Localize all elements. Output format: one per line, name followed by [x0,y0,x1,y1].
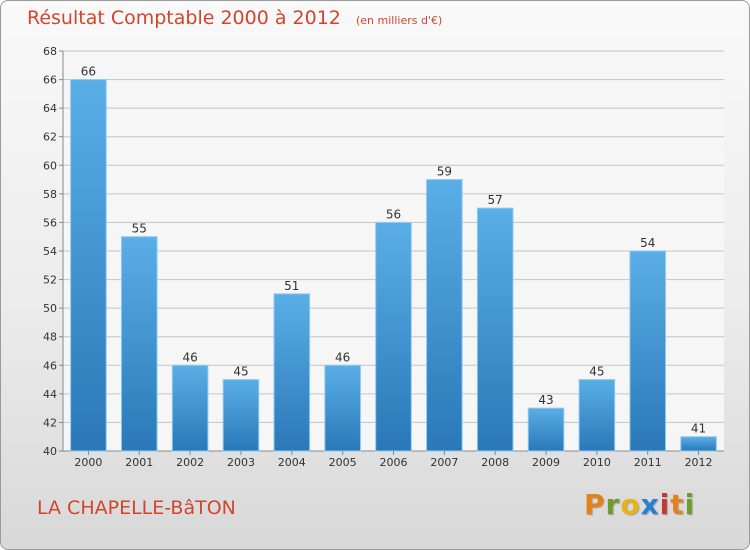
bar [120,236,158,452]
bar [629,250,667,452]
data-label: 54 [640,236,655,250]
y-tick-label: 54 [43,245,57,258]
bar [324,364,361,452]
data-label: 51 [284,279,299,293]
commune-name: LA CHAPELLE-BâTON [37,497,236,519]
y-tick-label: 58 [43,188,57,201]
y-tick-label: 60 [43,159,57,172]
bar [273,293,311,452]
y-tick-label: 46 [43,359,57,372]
x-tick-label: 2008 [481,456,509,469]
data-label: 66 [81,65,96,79]
x-tick-label: 2002 [176,456,204,469]
x-tick-label: 2001 [125,456,153,469]
x-tick-label: 2004 [278,456,306,469]
logo-letter: i [684,488,696,521]
y-tick-label: 48 [43,331,57,344]
x-tick-label: 2009 [532,456,560,469]
data-label: 59 [437,165,452,179]
chart-title: Résultat Comptable 2000 à 2012 [27,7,341,29]
logo-letter: r [605,488,621,521]
logo-letter: x [640,488,660,521]
data-label: 46 [335,350,350,364]
x-tick-label: 2011 [634,456,662,469]
bar [578,379,616,452]
x-tick-label: 2000 [74,456,102,469]
x-tick-label: 2006 [380,456,408,469]
y-tick-label: 52 [43,274,57,287]
bar [222,379,260,452]
y-tick-label: 66 [43,74,57,87]
data-label: 43 [538,393,553,407]
y-tick-label: 62 [43,131,57,144]
bar [171,364,209,452]
data-label: 57 [488,193,503,207]
proxiti-logo: Proxiti [584,488,695,521]
data-label: 41 [691,422,706,436]
y-tick-label: 50 [43,302,57,315]
bar [527,407,565,452]
bar [476,207,514,452]
data-label: 56 [386,207,401,221]
x-tick-label: 2007 [430,456,458,469]
x-tick-label: 2003 [227,456,255,469]
x-tick-label: 2012 [685,456,713,469]
logo-letter: i [659,488,671,521]
y-tick-label: 42 [43,416,57,429]
data-label: 46 [182,350,197,364]
y-tick-label: 64 [43,102,57,115]
bar [426,179,463,452]
data-label: 45 [233,365,248,379]
bar [70,79,107,452]
bar [680,436,717,452]
logo-letter: o [620,488,641,521]
y-tick-label: 68 [43,45,57,58]
y-tick-label: 56 [43,216,57,229]
data-label: 45 [589,365,604,379]
title-block: Résultat Comptable 2000 à 2012 (en milli… [27,7,442,29]
logo-letter: t [670,488,685,521]
y-tick-label: 44 [43,388,57,401]
data-label: 55 [132,222,147,236]
x-tick-label: 2010 [583,456,611,469]
bar [375,221,412,452]
logo-letter: P [584,488,606,521]
y-tick-label: 40 [43,445,57,458]
chart-subtitle: (en milliers d'€) [355,14,443,27]
x-tick-label: 2005 [329,456,357,469]
